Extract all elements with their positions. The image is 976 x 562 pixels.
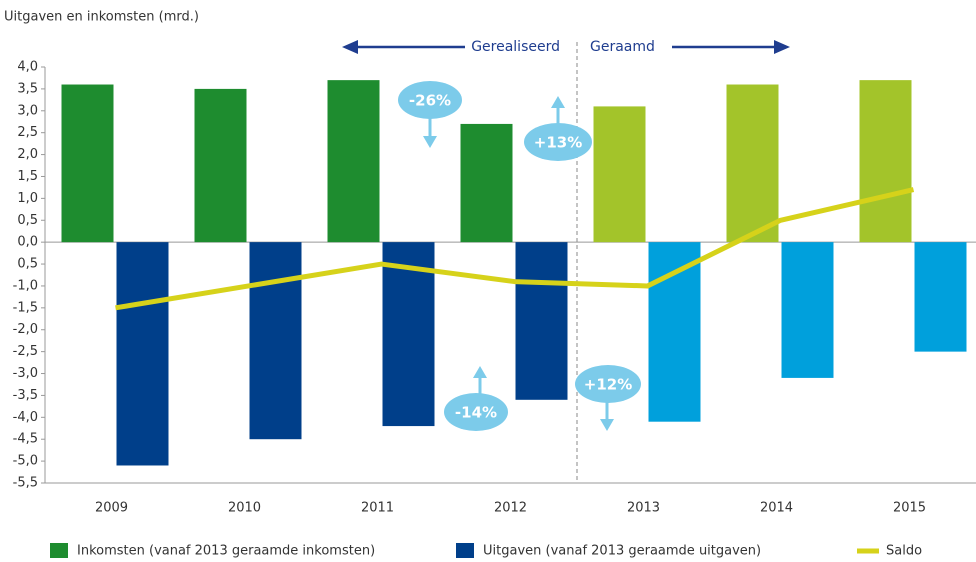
x-tick-label: 2010 (228, 501, 261, 516)
change-bubbles: -26% +13% -14% +12% (398, 81, 641, 431)
bar (327, 80, 380, 243)
x-tick-label: 2009 (95, 501, 128, 516)
legend-label: Uitgaven (vanaf 2013 geraamde uitgaven) (483, 544, 761, 559)
bubble-label: +12% (584, 376, 632, 394)
y-tick-label: -3,0 (13, 366, 38, 381)
x-tick-label: 2012 (494, 501, 527, 516)
bar (382, 242, 435, 427)
y-tick-label: -5,5 (13, 476, 38, 491)
legend-swatch (50, 543, 68, 558)
y-tick-label: 2,0 (17, 147, 38, 162)
y-tick-label: 0,5 (17, 257, 38, 272)
bubble-label: -14% (455, 404, 497, 422)
annotation: Gerealiseerd (471, 39, 560, 55)
y-tick-label: 1,5 (17, 169, 38, 184)
x-tick-label: 2011 (361, 501, 394, 516)
x-tick-label: 2014 (760, 501, 793, 516)
bar (593, 106, 646, 243)
bar (648, 242, 701, 422)
period-arrows (342, 40, 790, 54)
legend-swatch (456, 543, 474, 558)
plot: 4,0 3,5 3,0 2,5 2,0 1,5 1,0 0,5 0,0 0,5 -1,0 -1,5 -2… (13, 60, 976, 516)
y-tick-label: 0,5 (17, 213, 38, 228)
y-tick-label: -5,0 (13, 454, 38, 469)
y-tick-label: -1,0 (13, 278, 38, 293)
legend-label: Saldo (886, 544, 922, 559)
x-tick-label: 2015 (893, 501, 926, 516)
y-tick-label: -2,5 (13, 344, 38, 359)
legend-label: Inkomsten (vanaf 2013 geraamde inkomsten… (77, 544, 375, 559)
y-tick-label: 1,0 (17, 191, 38, 206)
y-axis-label: Uitgaven en inkomsten (mrd.) (4, 10, 199, 25)
bar (194, 88, 247, 243)
bubble-label: -26% (409, 92, 451, 110)
y-tick-label: 4,0 (17, 60, 38, 75)
bar (515, 242, 568, 400)
bar (460, 123, 513, 243)
annotation: Geraamd (590, 39, 655, 55)
bar (726, 84, 779, 243)
y-tick-label: 2,5 (17, 125, 38, 140)
y-tick-label: -4,0 (13, 410, 38, 425)
bubble-label: +13% (534, 134, 582, 152)
bar (859, 80, 912, 243)
bar (116, 242, 169, 466)
saldo-line (115, 187, 915, 311)
y-tick-label: -2,0 (13, 322, 38, 337)
bar (61, 84, 114, 243)
y-tick-label: 0,0 (17, 235, 38, 250)
x-tick-label: 2013 (627, 501, 660, 516)
y-tick-label: -1,5 (13, 300, 38, 315)
y-tick-label: -3,5 (13, 388, 38, 403)
bar (781, 242, 834, 378)
y-tick-label: 3,0 (17, 103, 38, 118)
bar (914, 242, 967, 352)
y-tick-label: -4,5 (13, 432, 38, 447)
y-tick-label: 3,5 (17, 81, 38, 96)
bar (249, 242, 302, 440)
